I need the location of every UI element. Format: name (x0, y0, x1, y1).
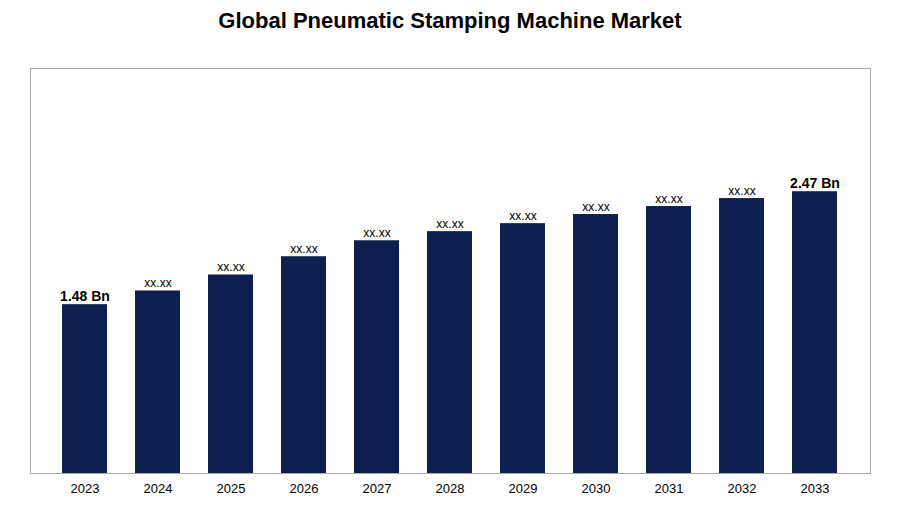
svg-text:1.48 Bn: 1.48 Bn (60, 288, 110, 304)
svg-text:xx.xx: xx.xx (436, 217, 463, 231)
svg-text:2031: 2031 (655, 481, 684, 496)
svg-text:2032: 2032 (728, 481, 757, 496)
html-text:Global Pneumatic Stamping Mach: Global Pneumatic Stamping Machine Market (218, 8, 682, 33)
svg-text:2024: 2024 (144, 481, 173, 496)
svg-text:xx.xx: xx.xx (144, 276, 171, 290)
svg-text:xx.xx: xx.xx (582, 200, 609, 214)
svg-text:2029: 2029 (509, 481, 538, 496)
svg-text:xx.xx: xx.xx (728, 184, 755, 198)
svg-text:2.47 Bn: 2.47 Bn (790, 175, 840, 191)
svg-text:xx.xx: xx.xx (509, 209, 536, 223)
svg-text:2030: 2030 (582, 481, 611, 496)
svg-text:2025: 2025 (217, 481, 246, 496)
svg-text:xx.xx: xx.xx (655, 192, 682, 206)
svg-text:2027: 2027 (363, 481, 392, 496)
svg-text:2026: 2026 (290, 481, 319, 496)
svg-text:2028: 2028 (436, 481, 465, 496)
svg-text:xx.xx: xx.xx (363, 226, 390, 240)
svg-text:2033: 2033 (801, 481, 830, 496)
svg-text:xx.xx: xx.xx (290, 242, 317, 256)
svg-text:2023: 2023 (71, 481, 100, 496)
svg-text:xx.xx: xx.xx (217, 260, 244, 274)
